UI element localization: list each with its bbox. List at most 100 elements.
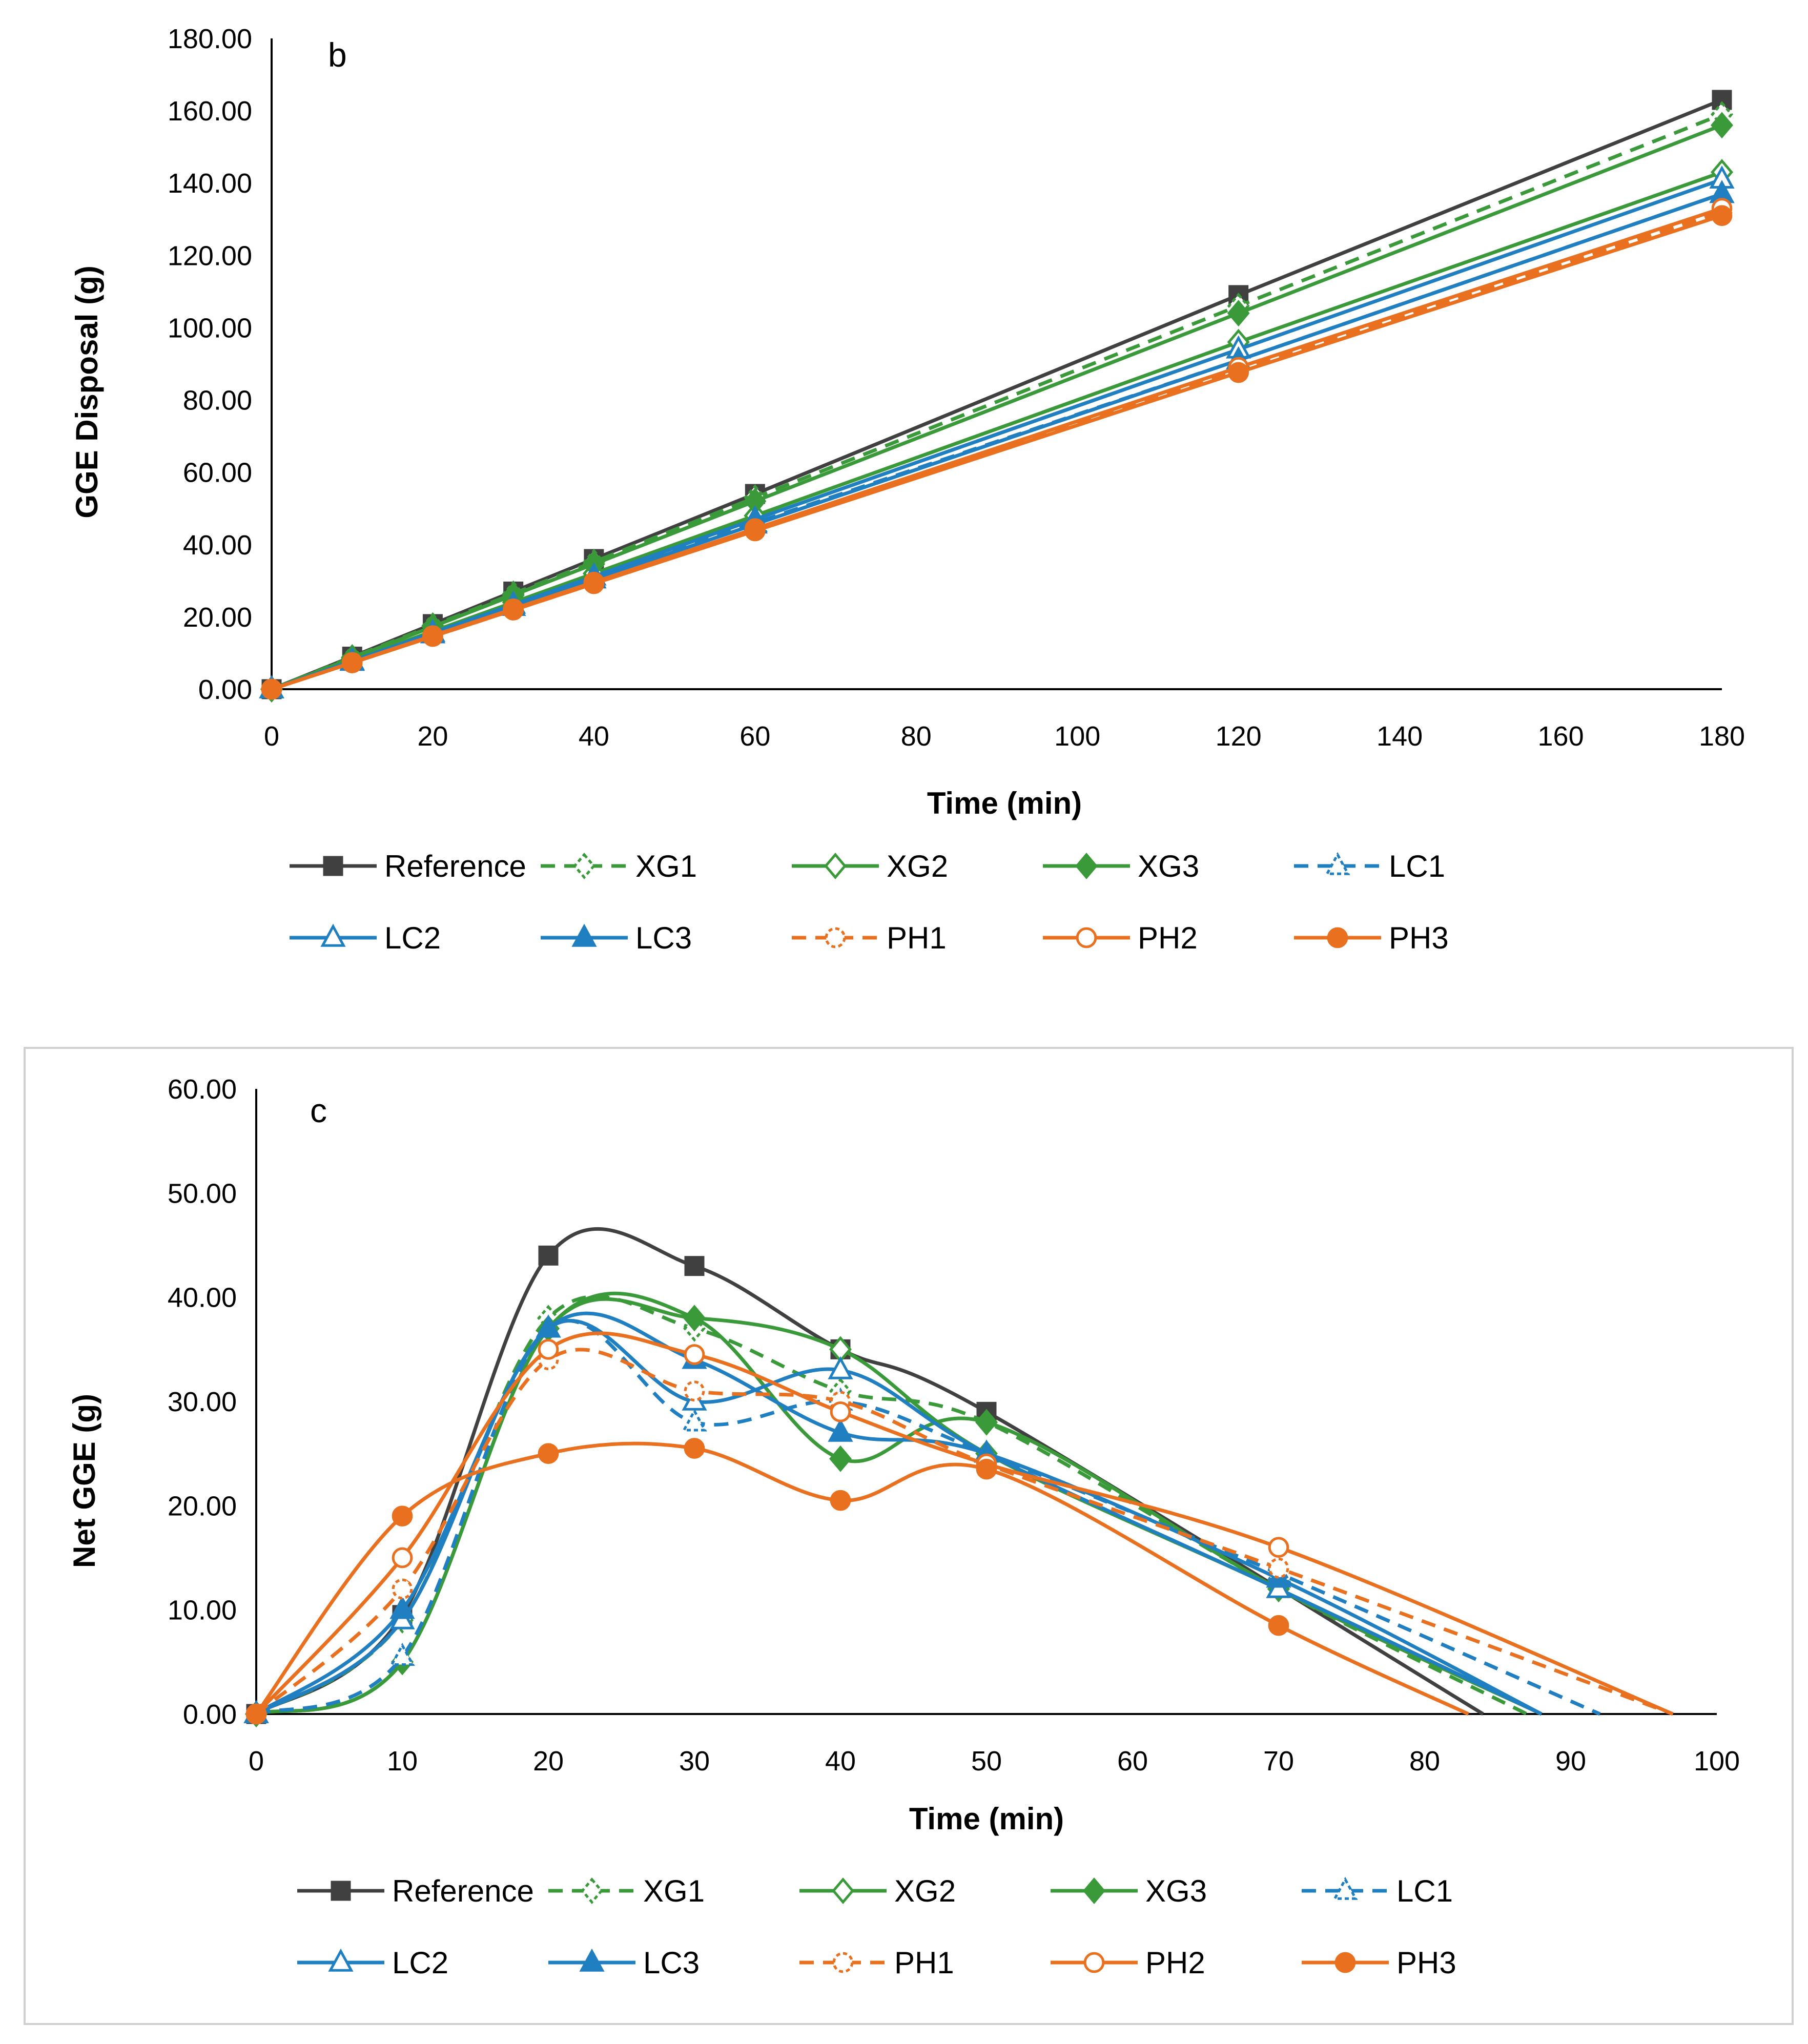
- legend-label-ph2: PH2: [1138, 921, 1198, 955]
- y-tick-label: 40.00: [168, 1283, 237, 1313]
- x-tick-label: 80: [1409, 1746, 1440, 1777]
- y-tick-label: 80.00: [183, 385, 252, 416]
- data-point-ph3: [422, 626, 443, 647]
- legend-marker-reference: [331, 1881, 351, 1901]
- x-tick-label: 180: [1699, 721, 1745, 752]
- x-tick-label: 80: [901, 721, 932, 752]
- series-line-lc3: [271, 192, 1723, 691]
- y-tick-label: 50.00: [168, 1178, 237, 1209]
- series-line-ph2: [255, 1331, 1674, 1716]
- data-point-ph3: [1228, 362, 1249, 383]
- y-tick-label: 60.00: [168, 1074, 237, 1105]
- x-tick-label: 90: [1555, 1746, 1586, 1777]
- legend-marker-xg3: [1075, 853, 1098, 879]
- legend-label-ph1: PH1: [887, 921, 947, 955]
- y-tick-label: 30.00: [168, 1387, 237, 1417]
- y-axis-title-c: Net GGE (g): [67, 1394, 101, 1568]
- data-point-lc3: [828, 1418, 853, 1442]
- y-tick-label: 180.00: [168, 24, 252, 54]
- data-point-xg3: [1711, 112, 1733, 139]
- data-point-xg3: [975, 1409, 998, 1436]
- x-tick-label: 10: [387, 1746, 418, 1777]
- data-point-ph1: [1268, 1557, 1289, 1579]
- legend-marker-xg2: [824, 853, 847, 879]
- y-tick-label: 20.00: [168, 1491, 237, 1521]
- y-tick-label: 140.00: [168, 168, 252, 199]
- data-point-ph3: [503, 600, 524, 621]
- legend-c: Reference XG1 XG2 XG3 LC1 LC2 LC3 PH1 PH2 PH3: [297, 1874, 1456, 1980]
- legend-label-xg1: XG1: [635, 849, 697, 883]
- data-point-ph2: [538, 1338, 559, 1360]
- data-point-ph3: [538, 1443, 559, 1464]
- x-tick-label: 20: [533, 1746, 564, 1777]
- y-tick-label: 0.00: [183, 1699, 237, 1730]
- legend-marker-lc3: [571, 923, 597, 947]
- panel-c-frame: [24, 1047, 1794, 2025]
- legend-marker-ph2: [1083, 1952, 1105, 1973]
- legend-marker-reference: [323, 856, 343, 876]
- x-tick-label: 40: [579, 721, 609, 752]
- legend-marker-lc1: [1332, 1876, 1358, 1900]
- legend-marker-ph1: [825, 927, 846, 948]
- x-tick-label: 60: [1117, 1746, 1148, 1777]
- data-point-ph1: [684, 1380, 705, 1402]
- legend-label-xg1: XG1: [643, 1874, 705, 1908]
- data-point-lc3: [389, 1596, 415, 1619]
- series-line-xg1: [255, 1294, 1528, 1716]
- series-line-lc2: [255, 1318, 1543, 1716]
- data-point-ph1: [392, 1578, 413, 1600]
- data-point-lc3: [536, 1314, 561, 1338]
- data-point-ph2: [1268, 1537, 1289, 1558]
- legend-label-lc3: LC3: [635, 921, 692, 955]
- legend-marker-xg1: [581, 1877, 603, 1904]
- x-tick-label: 20: [417, 721, 448, 752]
- y-tick-label: 20.00: [183, 602, 252, 633]
- x-tick-label: 30: [679, 1746, 710, 1777]
- y-axis-title-b: GGE Disposal (g): [70, 265, 104, 518]
- data-point-reference: [684, 1256, 705, 1276]
- legend-marker-lc1: [1325, 852, 1350, 875]
- data-point-ph3: [392, 1505, 413, 1527]
- data-point-ph3: [744, 520, 766, 542]
- x-tick-label: 120: [1216, 721, 1262, 752]
- legend-marker-lc3: [579, 1948, 605, 1972]
- x-tick-label: 100: [1694, 1746, 1740, 1777]
- x-tick-label: 100: [1054, 721, 1100, 752]
- series-line-ph3: [271, 214, 1723, 691]
- data-point-ph2: [392, 1547, 413, 1568]
- data-point-ph3: [261, 678, 282, 700]
- legend-label-ph1: PH1: [894, 1946, 954, 1980]
- legend-marker-ph1: [832, 1952, 854, 1973]
- series-line-lc2: [271, 177, 1723, 691]
- legend-label-lc3: LC3: [643, 1946, 700, 1980]
- legend-label-lc2: LC2: [392, 1946, 448, 1980]
- legend-marker-xg1: [573, 853, 595, 879]
- x-tick-label: 60: [739, 721, 770, 752]
- series-line-reference: [255, 1227, 1484, 1716]
- legend-label-lc2: LC2: [384, 921, 441, 955]
- legend-label-xg3: XG3: [1145, 1874, 1207, 1908]
- data-point-ph3: [341, 652, 363, 673]
- x-axis-title-b: Time (min): [927, 786, 1082, 820]
- data-point-ph3: [830, 1490, 851, 1511]
- legend-label-xg2: XG2: [887, 849, 948, 883]
- legend-label-ph3: PH3: [1389, 921, 1449, 955]
- panel-label-c: c: [310, 1091, 327, 1129]
- data-point-lc1: [389, 1642, 415, 1666]
- data-point-ph3: [245, 1703, 267, 1725]
- data-point-ph3: [684, 1438, 705, 1459]
- data-point-ph2: [830, 1401, 851, 1422]
- data-point-ph3: [976, 1458, 997, 1480]
- legend-marker-xg2: [832, 1877, 854, 1904]
- y-tick-label: 100.00: [168, 313, 252, 343]
- x-tick-label: 0: [264, 721, 279, 752]
- x-tick-label: 160: [1538, 721, 1584, 752]
- x-tick-label: 50: [971, 1746, 1002, 1777]
- legend-marker-ph3: [1327, 927, 1348, 948]
- data-point-xg3: [683, 1305, 706, 1332]
- legend-label-ph2: PH2: [1145, 1946, 1205, 1980]
- legend-label-reference: Reference: [392, 1874, 534, 1908]
- y-tick-label: 10.00: [168, 1595, 237, 1626]
- data-point-xg3: [1227, 300, 1250, 327]
